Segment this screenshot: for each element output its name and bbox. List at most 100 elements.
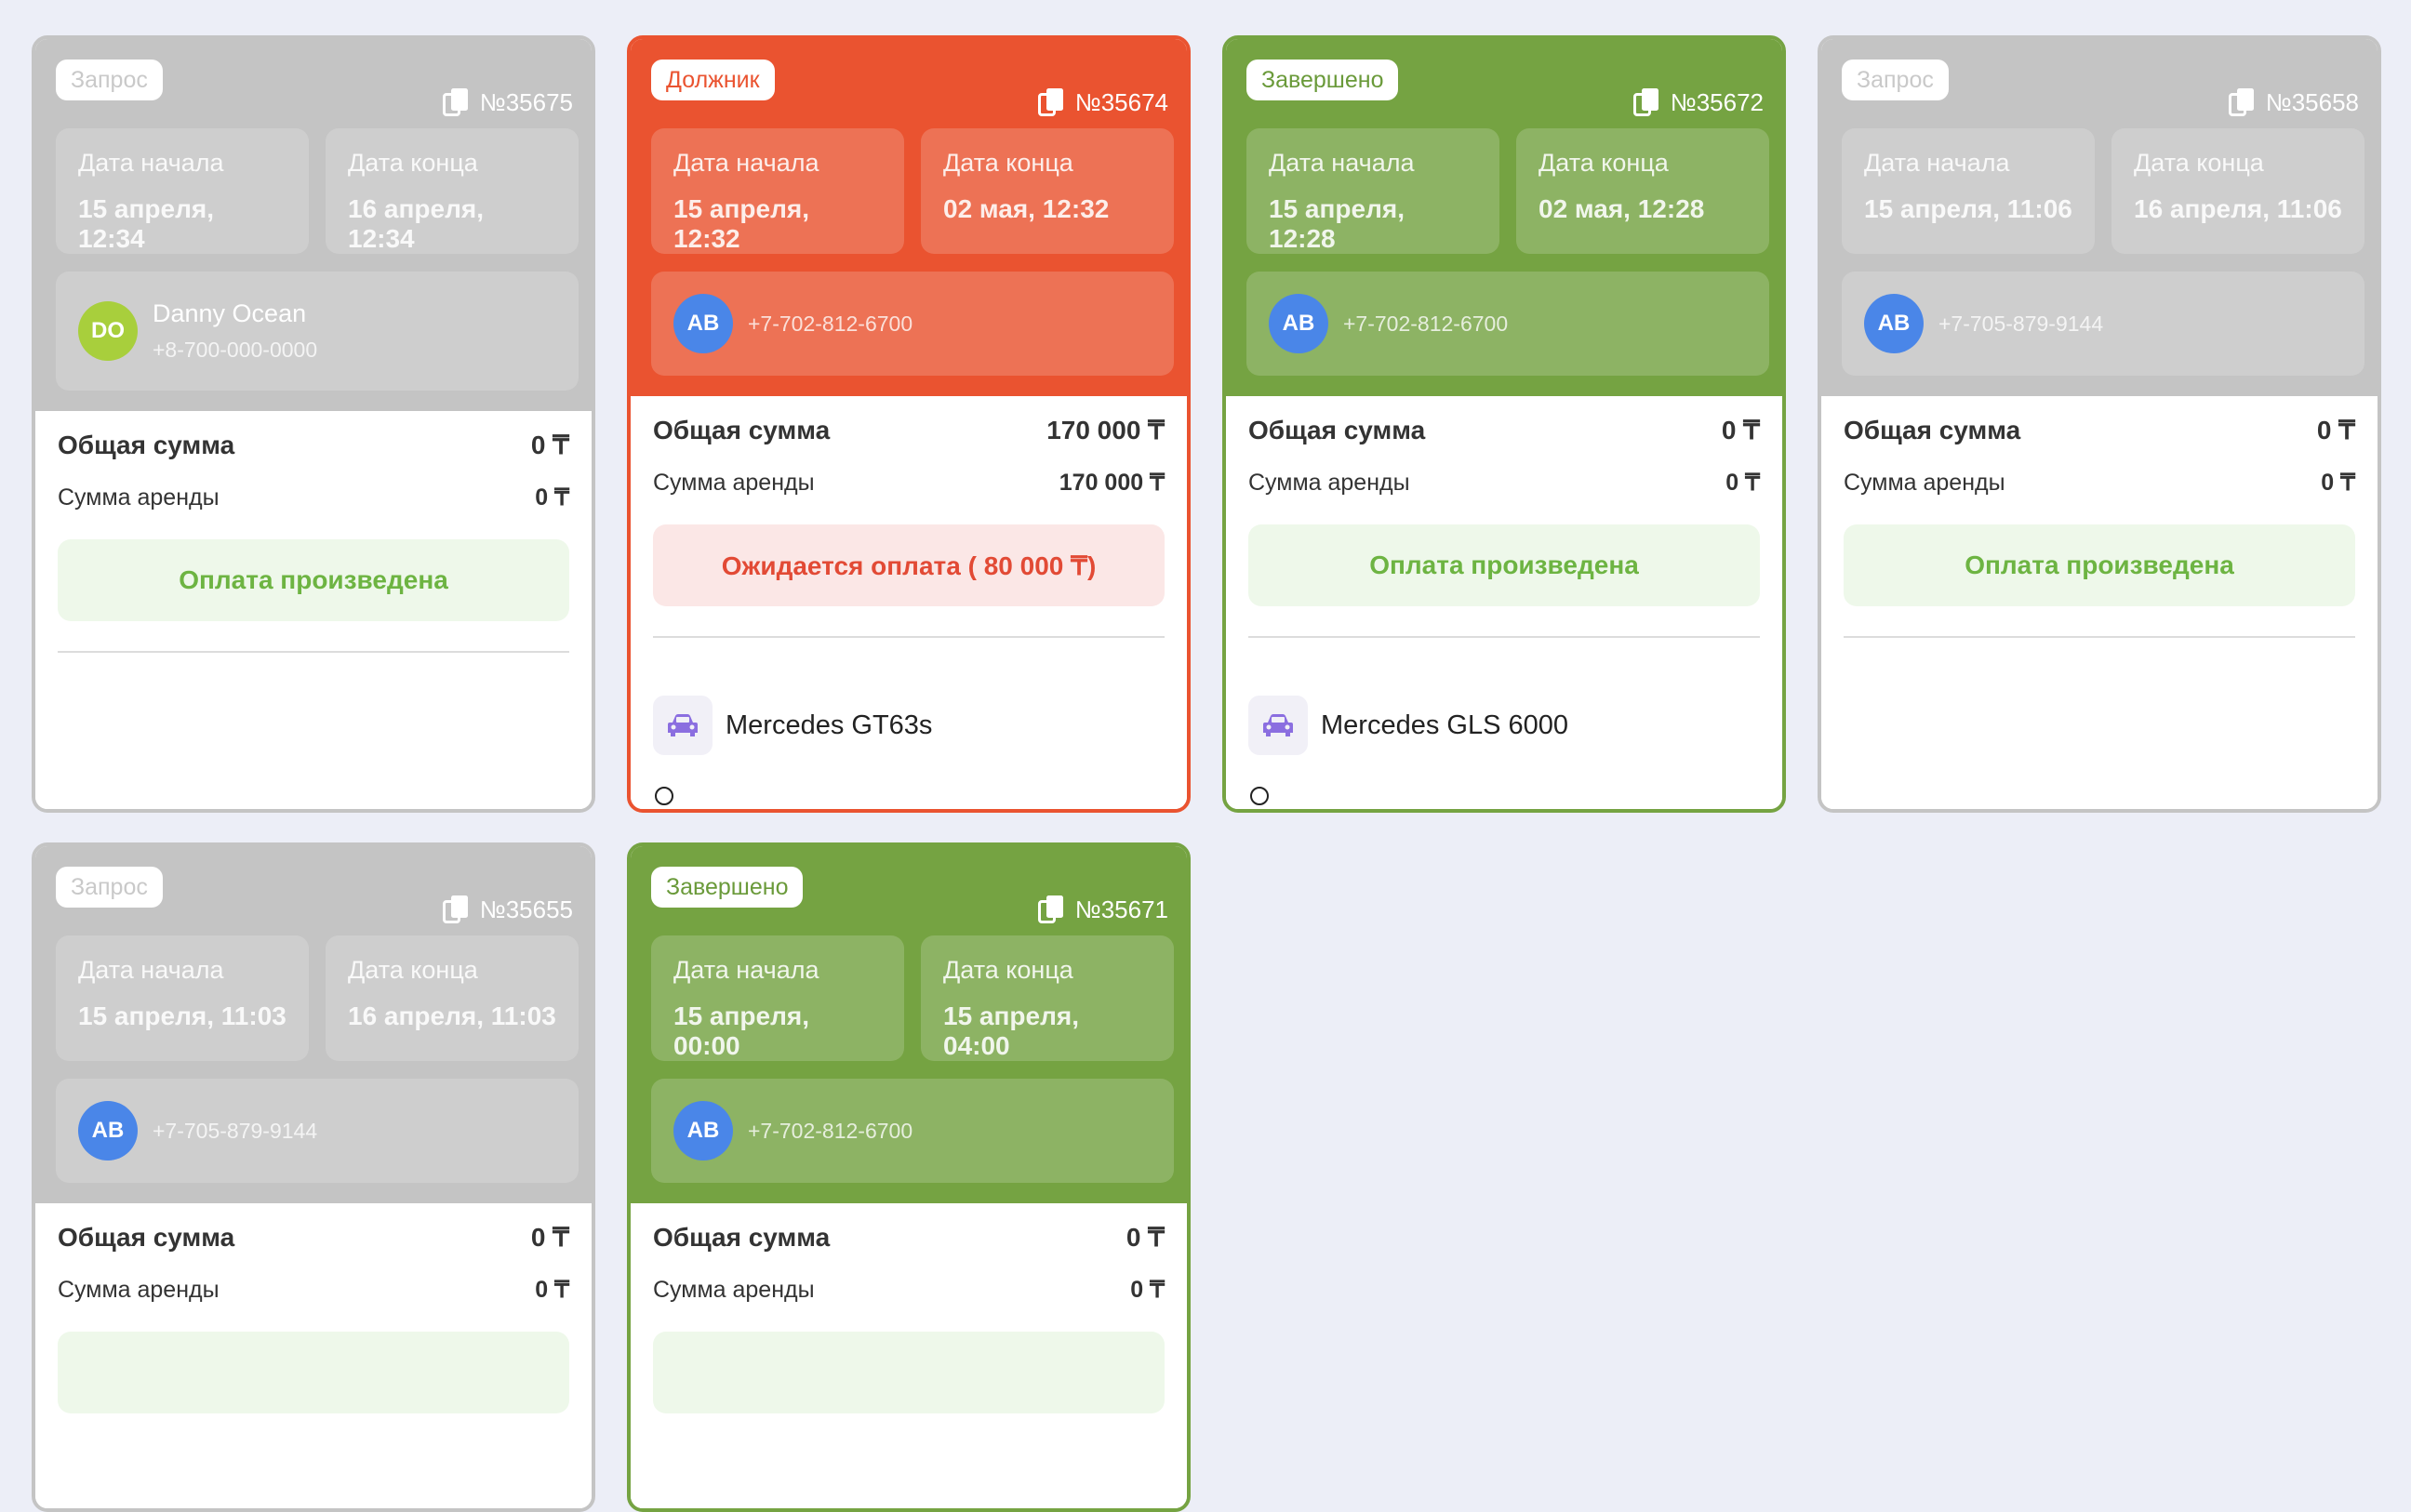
end-date-box: Дата конца 02 мая, 12:32 (921, 128, 1174, 254)
card-header: Завершено №35671 Дата начала 15 апреля, … (631, 846, 1187, 1203)
order-number-text: №35655 (479, 895, 573, 923)
end-date-value: 02 мая, 12:32 (943, 194, 1110, 223)
order-number[interactable]: №35658 (2228, 87, 2359, 117)
order-card[interactable]: Запрос №35655 Дата начала 15 апреля, 11:… (32, 842, 595, 1512)
payment-status[interactable]: Оплата произведена (58, 539, 569, 621)
order-card[interactable]: Завершено №35672 Дата начала 15 апреля, … (1222, 35, 1786, 813)
total-sum-label: Общая сумма (653, 1222, 831, 1252)
copy-icon[interactable] (2228, 87, 2255, 117)
end-date-value: 16 апреля, 11:06 (2134, 194, 2342, 223)
client-info: +7-702-812-6700 (748, 312, 912, 337)
client-info: Danny Ocean +8-700-000-0000 (153, 299, 317, 363)
avatar: AB (1269, 294, 1328, 353)
date-row: Дата начала 15 апреля, 12:34 Дата конца … (56, 128, 579, 254)
order-card[interactable]: Запрос №35675 Дата начала 15 апреля, 12:… (32, 35, 595, 813)
rent-sum-row: Сумма аренды 0 ₸ (58, 484, 569, 511)
client-box[interactable]: AB +7-702-812-6700 (651, 272, 1174, 376)
rent-sum-label: Сумма аренды (1248, 469, 1410, 496)
date-row: Дата начала 15 апреля, 11:06 Дата конца … (1842, 128, 2364, 254)
rent-sum-value: 0 ₸ (1725, 470, 1760, 496)
client-phone: +7-702-812-6700 (748, 1118, 913, 1143)
end-date-label: Дата конца (943, 149, 1073, 177)
start-date-value: 15 апреля, 12:34 (78, 194, 214, 253)
payment-status[interactable] (653, 1332, 1165, 1413)
start-date-box: Дата начала 15 апреля, 11:06 (1842, 128, 2095, 254)
total-sum-value: 170 000 ₸ (1046, 416, 1165, 444)
client-box[interactable]: AB +7-705-879-9144 (56, 1079, 579, 1183)
copy-icon[interactable] (1632, 87, 1659, 117)
card-body: Общая сумма 0 ₸ Сумма аренды 0 ₸ Оплата … (1226, 396, 1782, 809)
rent-sum-row: Сумма аренды 0 ₸ (1248, 469, 1760, 497)
order-card[interactable]: Запрос №35658 Дата начала 15 апреля, 11:… (1818, 35, 2381, 813)
car-row[interactable]: Mercedes GT63s (653, 696, 932, 755)
start-date-value: 15 апреля, 11:03 (78, 1001, 286, 1030)
car-name: Mercedes GLS 6000 (1321, 710, 1568, 740)
order-card[interactable]: Должник №35674 Дата начала 15 апреля, 12… (627, 35, 1191, 813)
total-sum-row: Общая сумма 0 ₸ (653, 1222, 1165, 1253)
start-date-box: Дата начала 15 апреля, 12:32 (651, 128, 904, 254)
order-card[interactable]: Завершено №35671 Дата начала 15 апреля, … (627, 842, 1191, 1512)
client-phone: +7-705-879-9144 (1938, 311, 2104, 336)
rent-sum-row: Сумма аренды 170 000 ₸ (653, 469, 1165, 497)
start-date-box: Дата начала 15 апреля, 00:00 (651, 935, 904, 1061)
date-row: Дата начала 15 апреля, 00:00 Дата конца … (651, 935, 1174, 1061)
client-phone: +7-702-812-6700 (1343, 311, 1509, 336)
car-row[interactable]: Mercedes GLS 6000 (1248, 696, 1568, 755)
status-badge: Завершено (651, 867, 804, 908)
order-number[interactable]: №35655 (442, 895, 573, 924)
end-date-box: Дата конца 15 апреля, 04:00 (921, 935, 1174, 1061)
end-date-label: Дата конца (943, 956, 1073, 984)
avatar: AB (673, 294, 733, 353)
card-body: Общая сумма 0 ₸ Сумма аренды 0 ₸ Оплата … (1821, 396, 2378, 809)
rent-sum-value: 0 ₸ (535, 1277, 569, 1303)
rent-sum-value: 0 ₸ (535, 484, 569, 511)
start-date-label: Дата начала (673, 149, 819, 177)
end-date-box: Дата конца 16 апреля, 11:06 (2111, 128, 2364, 254)
car-icon-box (1248, 696, 1308, 755)
divider (1248, 636, 1760, 638)
total-sum-value: 0 ₸ (1721, 416, 1760, 444)
date-row: Дата начала 15 апреля, 12:28 Дата конца … (1246, 128, 1769, 254)
client-box[interactable]: AB +7-702-812-6700 (1246, 272, 1769, 376)
rent-sum-value: 0 ₸ (2321, 470, 2355, 496)
copy-icon[interactable] (1037, 87, 1064, 117)
card-header: Должник №35674 Дата начала 15 апреля, 12… (631, 39, 1187, 396)
start-date-value: 15 апреля, 12:28 (1269, 194, 1405, 253)
rent-sum-row: Сумма аренды 0 ₸ (58, 1276, 569, 1304)
total-sum-row: Общая сумма 0 ₸ (58, 1222, 569, 1253)
radio-button[interactable] (655, 787, 673, 805)
order-number[interactable]: №35672 (1632, 87, 1764, 117)
order-number[interactable]: №35671 (1037, 895, 1168, 924)
card-header: Запрос №35658 Дата начала 15 апреля, 11:… (1821, 39, 2378, 396)
order-number-text: №35671 (1074, 895, 1168, 923)
payment-status[interactable] (58, 1332, 569, 1413)
copy-icon[interactable] (442, 895, 469, 924)
total-sum-label: Общая сумма (1248, 415, 1426, 444)
card-body: Общая сумма 0 ₸ Сумма аренды 0 ₸ (631, 1203, 1187, 1508)
total-sum-label: Общая сумма (1844, 415, 2021, 444)
end-date-label: Дата конца (348, 956, 478, 984)
copy-icon[interactable] (442, 87, 469, 117)
client-box[interactable]: DO Danny Ocean +8-700-000-0000 (56, 272, 579, 391)
client-box[interactable]: AB +7-702-812-6700 (651, 1079, 1174, 1183)
payment-status[interactable]: Ожидается оплата ( 80 000 ₸) (653, 524, 1165, 606)
status-badge: Должник (651, 60, 775, 100)
order-number[interactable]: №35674 (1037, 87, 1168, 117)
rent-sum-label: Сумма аренды (1844, 469, 2005, 496)
end-date-box: Дата конца 16 апреля, 12:34 (326, 128, 579, 254)
client-info: +7-705-879-9144 (153, 1119, 317, 1144)
order-number-text: №35658 (2265, 87, 2359, 116)
end-date-label: Дата конца (1539, 149, 1669, 177)
avatar: AB (673, 1101, 733, 1161)
payment-status[interactable]: Оплата произведена (1844, 524, 2355, 606)
client-box[interactable]: AB +7-705-879-9144 (1842, 272, 2364, 376)
order-number-text: №35672 (1670, 87, 1764, 116)
copy-icon[interactable] (1037, 895, 1064, 924)
order-number[interactable]: №35675 (442, 87, 573, 117)
payment-status[interactable]: Оплата произведена (1248, 524, 1760, 606)
radio-button[interactable] (1250, 787, 1269, 805)
status-badge: Запрос (56, 867, 163, 908)
total-sum-row: Общая сумма 0 ₸ (1248, 415, 1760, 445)
rent-sum-label: Сумма аренды (653, 469, 815, 496)
total-sum-row: Общая сумма 0 ₸ (1844, 415, 2355, 445)
